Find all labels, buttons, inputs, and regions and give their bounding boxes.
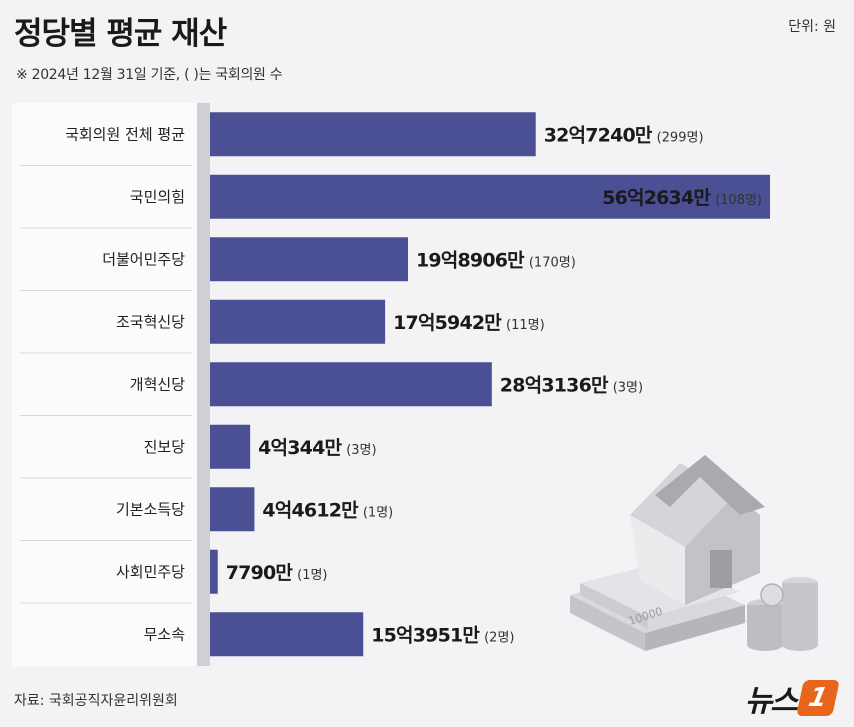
category-label: 국회의원 전체 평균 bbox=[65, 125, 185, 143]
member-count: (1명) bbox=[297, 568, 327, 583]
member-count: (108명) bbox=[715, 193, 762, 208]
category-label: 진보당 bbox=[144, 438, 186, 456]
value-amount: 56억2634만 bbox=[602, 187, 711, 209]
logo-mark-icon: 1 bbox=[796, 680, 840, 716]
source-note: 자료: 국회공직자윤리위원회 bbox=[14, 693, 178, 709]
category-label: 더불어민주당 bbox=[102, 250, 185, 268]
category-label: 개혁신당 bbox=[130, 375, 185, 393]
category-label: 조국혁신당 bbox=[116, 313, 185, 331]
axis-strip bbox=[197, 103, 210, 666]
chart-subtitle: ※ 2024년 12월 31일 기준, ( )는 국회의원 수 bbox=[16, 67, 283, 83]
bar bbox=[210, 549, 218, 594]
value-label: 32억7240만 (299명) bbox=[544, 124, 704, 146]
value-label: 15억3951만 (2명) bbox=[371, 624, 514, 646]
value-label: 17억5942만 (11명) bbox=[393, 312, 545, 334]
value-amount: 28억3136만 bbox=[500, 374, 609, 396]
member-count: (1명) bbox=[363, 505, 393, 520]
member-count: (299명) bbox=[657, 130, 704, 145]
value-label: 19억8906만 (170명) bbox=[416, 249, 576, 271]
bar bbox=[210, 612, 364, 657]
value-label: 4억344만 (3명) bbox=[258, 437, 376, 459]
category-label: 무소속 bbox=[144, 625, 186, 643]
news1-logo: 뉴스 1 bbox=[744, 676, 840, 720]
value-amount: 15억3951만 bbox=[371, 624, 480, 646]
member-count: (11명) bbox=[506, 318, 545, 333]
bar bbox=[210, 299, 386, 344]
value-amount: 4억344만 bbox=[258, 437, 342, 459]
value-label: 7790만 (1명) bbox=[226, 562, 328, 584]
member-count: (3명) bbox=[346, 443, 376, 458]
house-icon bbox=[630, 455, 765, 605]
house-money-illustration: 10000 bbox=[570, 455, 818, 651]
value-amount: 32억7240만 bbox=[544, 124, 653, 146]
value-amount: 4억4612만 bbox=[262, 499, 359, 521]
value-amount: 19억8906만 bbox=[416, 249, 525, 271]
member-count: (170명) bbox=[529, 255, 576, 270]
bar bbox=[210, 424, 251, 469]
value-amount: 7790만 bbox=[226, 562, 294, 584]
bar bbox=[210, 112, 536, 157]
member-count: (3명) bbox=[613, 380, 643, 395]
unit-label: 단위: 원 bbox=[788, 19, 836, 35]
category-label: 사회민주당 bbox=[116, 563, 185, 581]
logo-text: 뉴스 bbox=[744, 684, 798, 719]
chart-title: 정당별 평균 재산 bbox=[14, 16, 227, 52]
bar bbox=[210, 362, 492, 407]
category-label: 국민의힘 bbox=[130, 188, 185, 206]
member-count: (2명) bbox=[484, 630, 514, 645]
value-label: 28억3136만 (3명) bbox=[500, 374, 643, 396]
bar bbox=[210, 174, 770, 219]
value-amount: 17억5942만 bbox=[393, 312, 502, 334]
bar bbox=[210, 487, 255, 532]
category-label: 기본소득당 bbox=[116, 500, 185, 518]
bar bbox=[210, 237, 408, 282]
category-label-panel bbox=[12, 103, 197, 666]
coin-stack-icon bbox=[747, 577, 818, 651]
value-label: 56억2634만 (108명) bbox=[602, 187, 762, 209]
value-label: 4억4612만 (1명) bbox=[262, 499, 393, 521]
